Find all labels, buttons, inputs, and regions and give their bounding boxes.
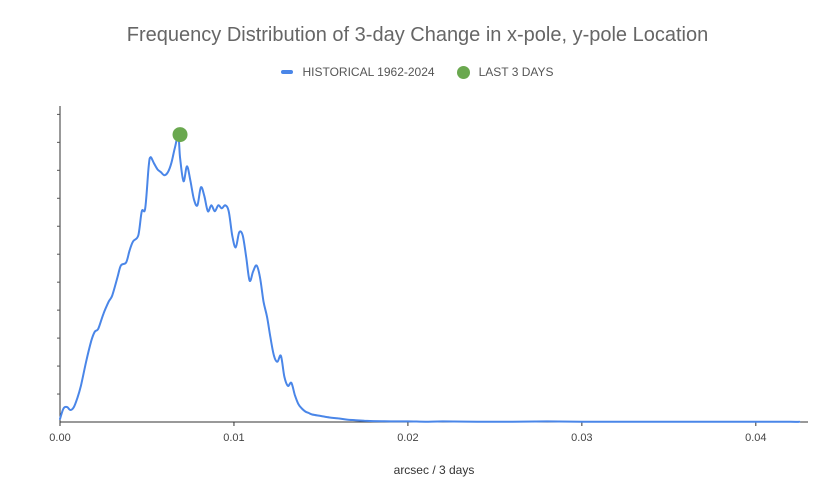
legend-line-swatch [281,70,294,74]
series-historical-line [59,135,801,423]
x-axis-label: arcsec / 3 days [394,463,475,477]
x-tick-label: 0.04 [745,432,766,444]
x-tick-label: 0.01 [223,432,244,444]
legend-item-last-3-days[interactable]: LAST 3 DAYS [456,65,554,79]
legend-label-last-3-days: LAST 3 DAYS [478,65,554,79]
legend: HISTORICAL 1962-2024 LAST 3 DAYS [0,65,835,79]
x-tick-label: 0.02 [397,432,418,444]
legend-dot-swatch [456,65,470,79]
x-tick-label: 0.03 [571,432,592,444]
legend-item-historical[interactable]: HISTORICAL 1962-2024 [281,65,435,79]
legend-label-historical: HISTORICAL 1962-2024 [302,65,435,79]
x-ticks: 0.00 0.01 0.02 0.03 0.04 [49,422,767,444]
x-tick-label: 0.00 [49,432,70,444]
y-minor-ticks [57,113,60,395]
series-last-3-days-point[interactable] [172,127,188,143]
chart-title: Frequency Distribution of 3-day Change i… [126,24,709,46]
